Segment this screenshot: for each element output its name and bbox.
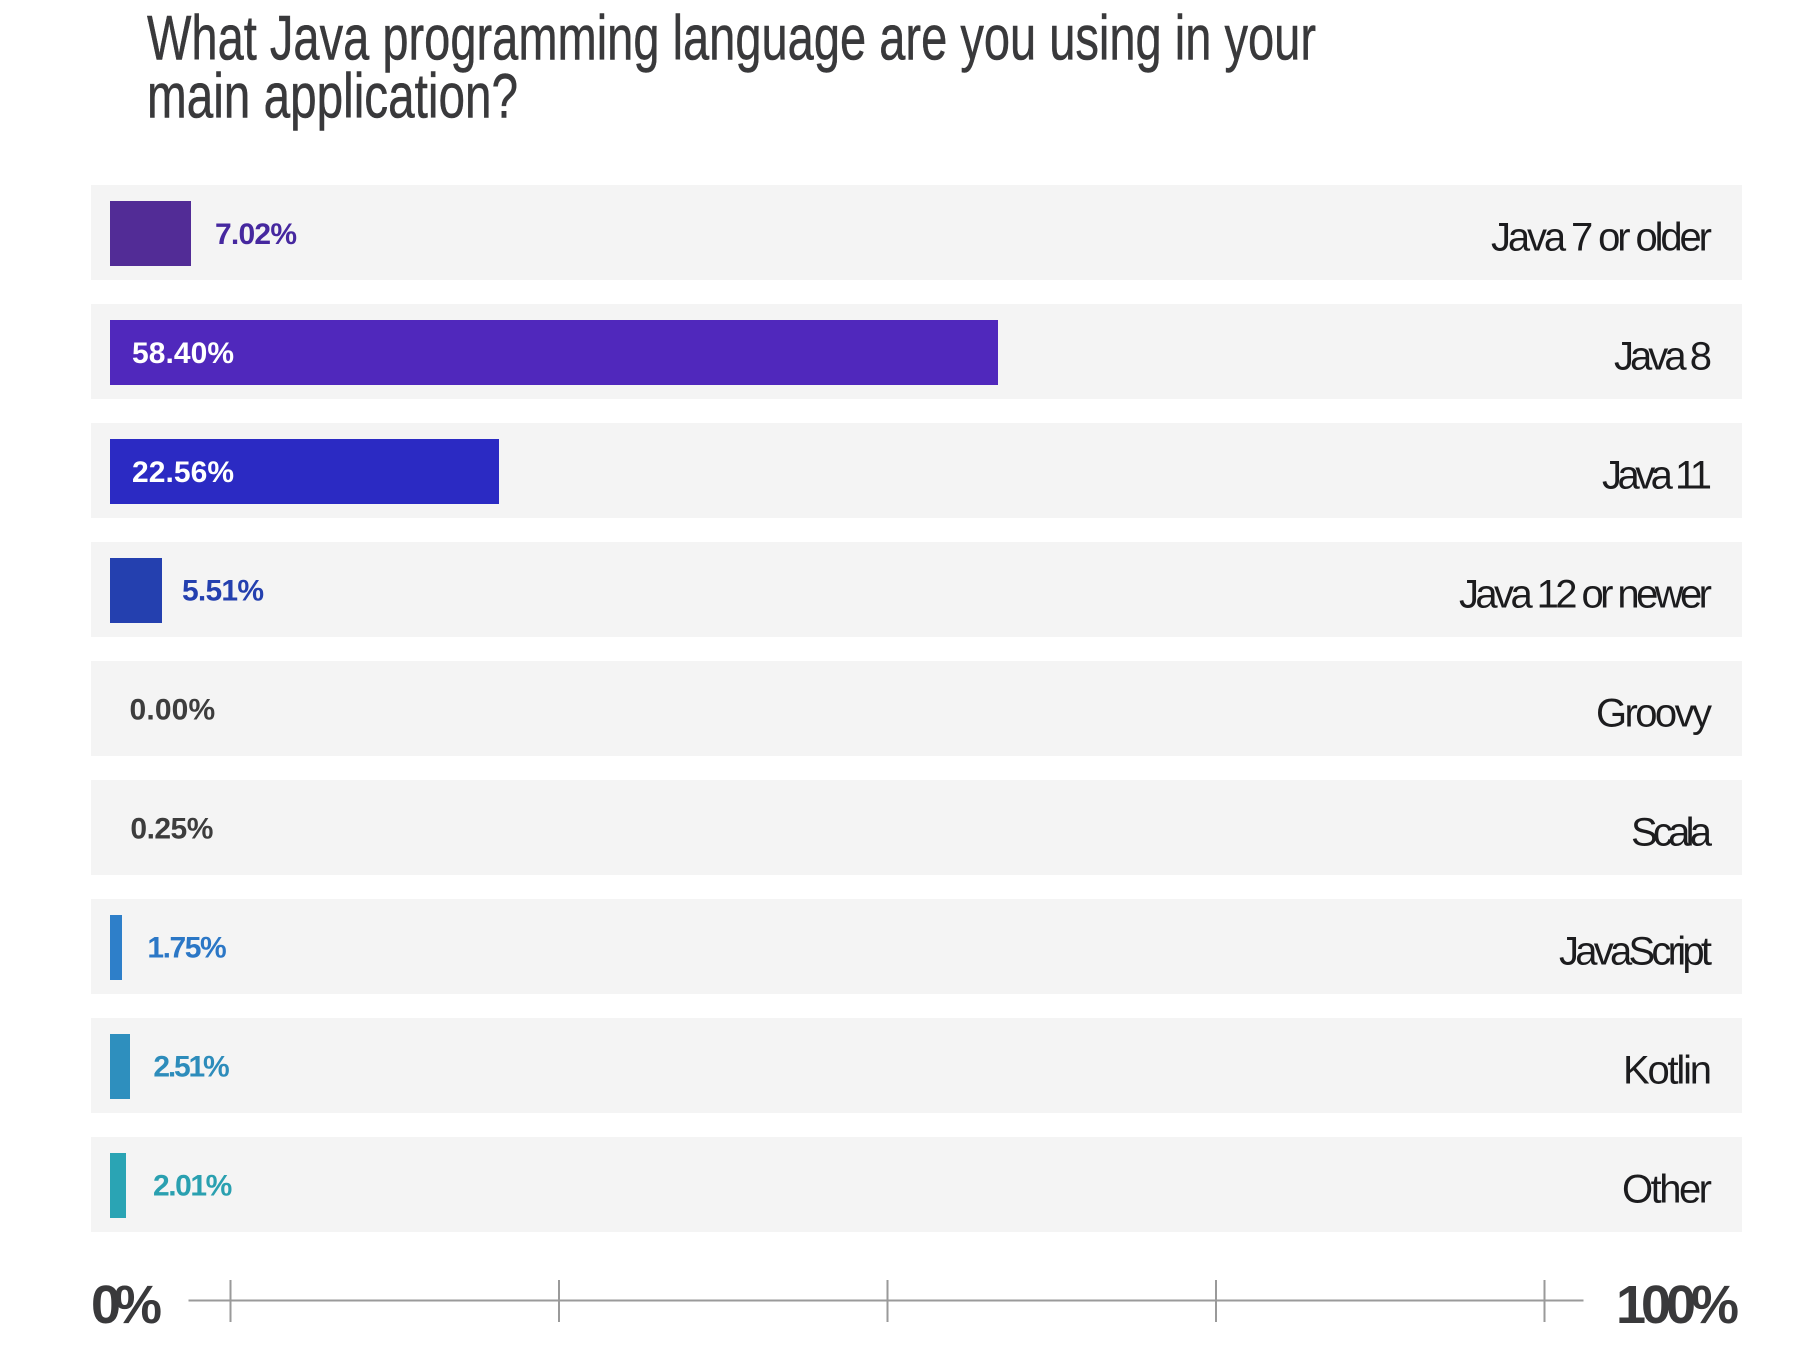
svg-text:1.75%: 1.75%	[147, 932, 226, 965]
svg-text:0.00%: 0.00%	[130, 694, 216, 727]
svg-text:JavaScript: JavaScript	[1559, 930, 1712, 974]
svg-text:Groovy: Groovy	[1596, 692, 1712, 736]
svg-text:100%: 100%	[1616, 1275, 1739, 1335]
svg-text:Scala: Scala	[1631, 811, 1713, 855]
svg-text:Java 11: Java 11	[1602, 454, 1712, 498]
svg-text:Java 8: Java 8	[1614, 335, 1712, 379]
svg-text:2.51%: 2.51%	[153, 1051, 229, 1084]
svg-text:What Java programming language: What Java programming language are you u…	[147, 4, 1316, 74]
svg-text:main application?: main application?	[147, 62, 518, 132]
svg-text:Other: Other	[1622, 1168, 1712, 1212]
svg-text:58.40%: 58.40%	[132, 337, 234, 370]
svg-text:Java 7 or older: Java 7 or older	[1491, 216, 1712, 260]
svg-text:0.25%: 0.25%	[130, 813, 213, 846]
svg-text:7.02%: 7.02%	[215, 218, 297, 251]
svg-text:22.56%: 22.56%	[132, 456, 234, 489]
svg-text:Kotlin: Kotlin	[1623, 1049, 1712, 1093]
svg-text:2.01%: 2.01%	[153, 1170, 232, 1203]
svg-text:0%: 0%	[91, 1275, 162, 1335]
svg-text:5.51%: 5.51%	[182, 575, 264, 608]
svg-text:Java 12 or newer: Java 12 or newer	[1459, 573, 1712, 617]
